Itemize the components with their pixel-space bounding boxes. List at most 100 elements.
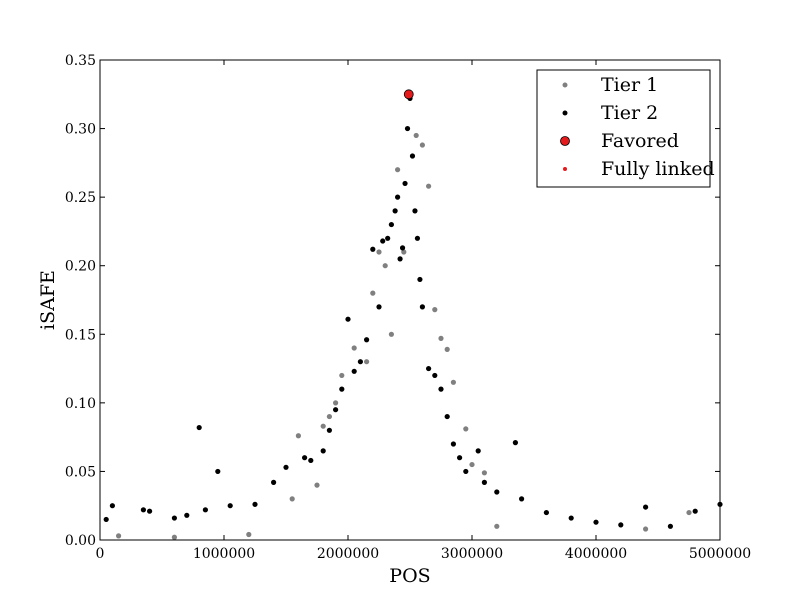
data-point-tier-2 (380, 238, 386, 244)
legend: Tier 1 Tier 2 Favored Fully linked (536, 69, 715, 188)
data-point-tier-2 (385, 235, 391, 241)
legend-marker-tier-2 (562, 110, 568, 116)
data-point-tier-2 (388, 221, 394, 228)
y-tick-label: 0.15 (65, 327, 96, 343)
data-point-tier-1 (314, 482, 320, 488)
data-point-tier-1 (643, 526, 649, 532)
data-point-tier-2 (308, 457, 314, 464)
data-point-tier-1 (419, 142, 425, 148)
legend-marker-tier-1 (562, 82, 568, 88)
legend-marker-favored (560, 136, 570, 146)
data-point-tier-2 (402, 180, 408, 187)
data-point-tier-2 (618, 522, 624, 528)
data-point-tier-2 (397, 256, 403, 262)
data-point-tier-2 (399, 245, 406, 251)
data-point-tier-2 (438, 386, 444, 392)
y-tick-label: 0.10 (65, 396, 96, 412)
data-point-tier-2 (419, 304, 425, 310)
x-tick-label: 3000000 (441, 546, 503, 562)
data-point-tier-2 (692, 508, 698, 514)
legend-label-fully-linked: Fully linked (601, 158, 715, 180)
data-point-tier-1 (171, 534, 177, 540)
data-point-tier-2 (339, 386, 345, 392)
data-point-tier-1 (413, 132, 419, 139)
data-point-tier-1 (395, 167, 401, 173)
data-point-tier-2 (512, 440, 519, 446)
data-point-tier-2 (184, 512, 190, 518)
data-point-tier-2 (196, 424, 202, 431)
data-point-tier-2 (147, 508, 153, 514)
x-tick-label: 2000000 (317, 546, 379, 562)
data-point-tier-2 (345, 316, 351, 322)
data-point-tier-2 (103, 516, 109, 523)
data-point-tier-2 (543, 509, 550, 516)
y-axis: 0.00 0.05 0.10 0.15 0.20 0.25 0.30 0.35 (65, 53, 720, 549)
data-point-tier-1 (382, 263, 388, 269)
data-point-tier-1 (432, 307, 438, 313)
x-tick-label: 5000000 (689, 546, 751, 562)
data-point-tier-2 (357, 359, 363, 365)
data-point-tier-2 (481, 479, 487, 485)
data-point-tier-1 (339, 372, 345, 379)
data-point-tier-2 (370, 246, 376, 252)
y-tick-label: 0.05 (65, 464, 96, 480)
data-point-tier-2 (227, 503, 233, 509)
data-point-tier-2 (475, 448, 481, 454)
data-point-tier-1 (469, 461, 475, 468)
y-tick-label: 0.25 (65, 190, 96, 206)
data-point-tier-2 (109, 503, 115, 509)
legend-label-tier-2: Tier 2 (601, 102, 658, 124)
data-point-tier-2 (593, 519, 599, 525)
legend-label-tier-1: Tier 1 (601, 74, 658, 96)
data-point-tier-2 (392, 208, 398, 214)
x-tick-label: 0 (96, 546, 105, 562)
data-point-tier-1 (295, 433, 301, 439)
data-point-tier-2 (432, 372, 438, 379)
plot-frame (99, 59, 721, 541)
data-point-tier-2 (395, 194, 401, 200)
y-tick-label: 0.00 (65, 533, 96, 549)
data-point-tier-2 (450, 441, 456, 447)
data-point-tier-2 (202, 507, 208, 513)
data-point-tier-1 (494, 523, 500, 529)
data-point-tier-1 (450, 379, 456, 385)
data-point-tier-2 (171, 515, 177, 521)
x-tick-label: 1000000 (193, 546, 255, 562)
plot-points-layer (103, 89, 723, 540)
data-point-tier-1 (438, 335, 444, 341)
data-point-tier-2 (643, 504, 649, 510)
data-point-tier-2 (140, 507, 146, 513)
data-point-tier-1 (401, 249, 407, 255)
data-point-tier-2 (302, 455, 308, 461)
data-point-tier-2 (283, 464, 289, 470)
data-point-tier-1 (289, 496, 295, 502)
data-point-tier-1 (326, 413, 332, 420)
data-point-tier-2 (252, 501, 258, 507)
data-point-tier-2 (568, 515, 574, 521)
data-point-tier-1 (444, 346, 450, 352)
data-point-tier-1 (351, 345, 357, 351)
data-point-tier-2 (326, 427, 332, 433)
x-tick-label: 4000000 (565, 546, 627, 562)
y-tick-label: 0.30 (65, 122, 96, 138)
data-point-tier-1 (333, 400, 339, 406)
data-point-tier-2 (404, 125, 411, 132)
y-tick-label: 0.20 (65, 259, 96, 275)
data-point-tier-2 (215, 468, 221, 475)
data-point-tier-1 (320, 423, 326, 429)
data-point-tier-1 (246, 531, 252, 538)
data-point-tier-2 (412, 208, 418, 214)
data-point-tier-1 (686, 509, 692, 516)
data-point-tier-2 (494, 489, 500, 495)
data-point-tier-2 (364, 337, 370, 343)
x-axis-title: POS (389, 565, 430, 587)
data-point-tier-2 (414, 235, 421, 241)
data-point-tier-1 (426, 183, 432, 189)
data-point-tier-2 (271, 479, 277, 485)
data-point-tier-2 (320, 448, 326, 454)
data-point-tier-1 (370, 290, 376, 296)
data-point-tier-2 (519, 496, 525, 502)
data-point-tier-2 (409, 153, 416, 159)
data-point-favored (403, 89, 414, 100)
